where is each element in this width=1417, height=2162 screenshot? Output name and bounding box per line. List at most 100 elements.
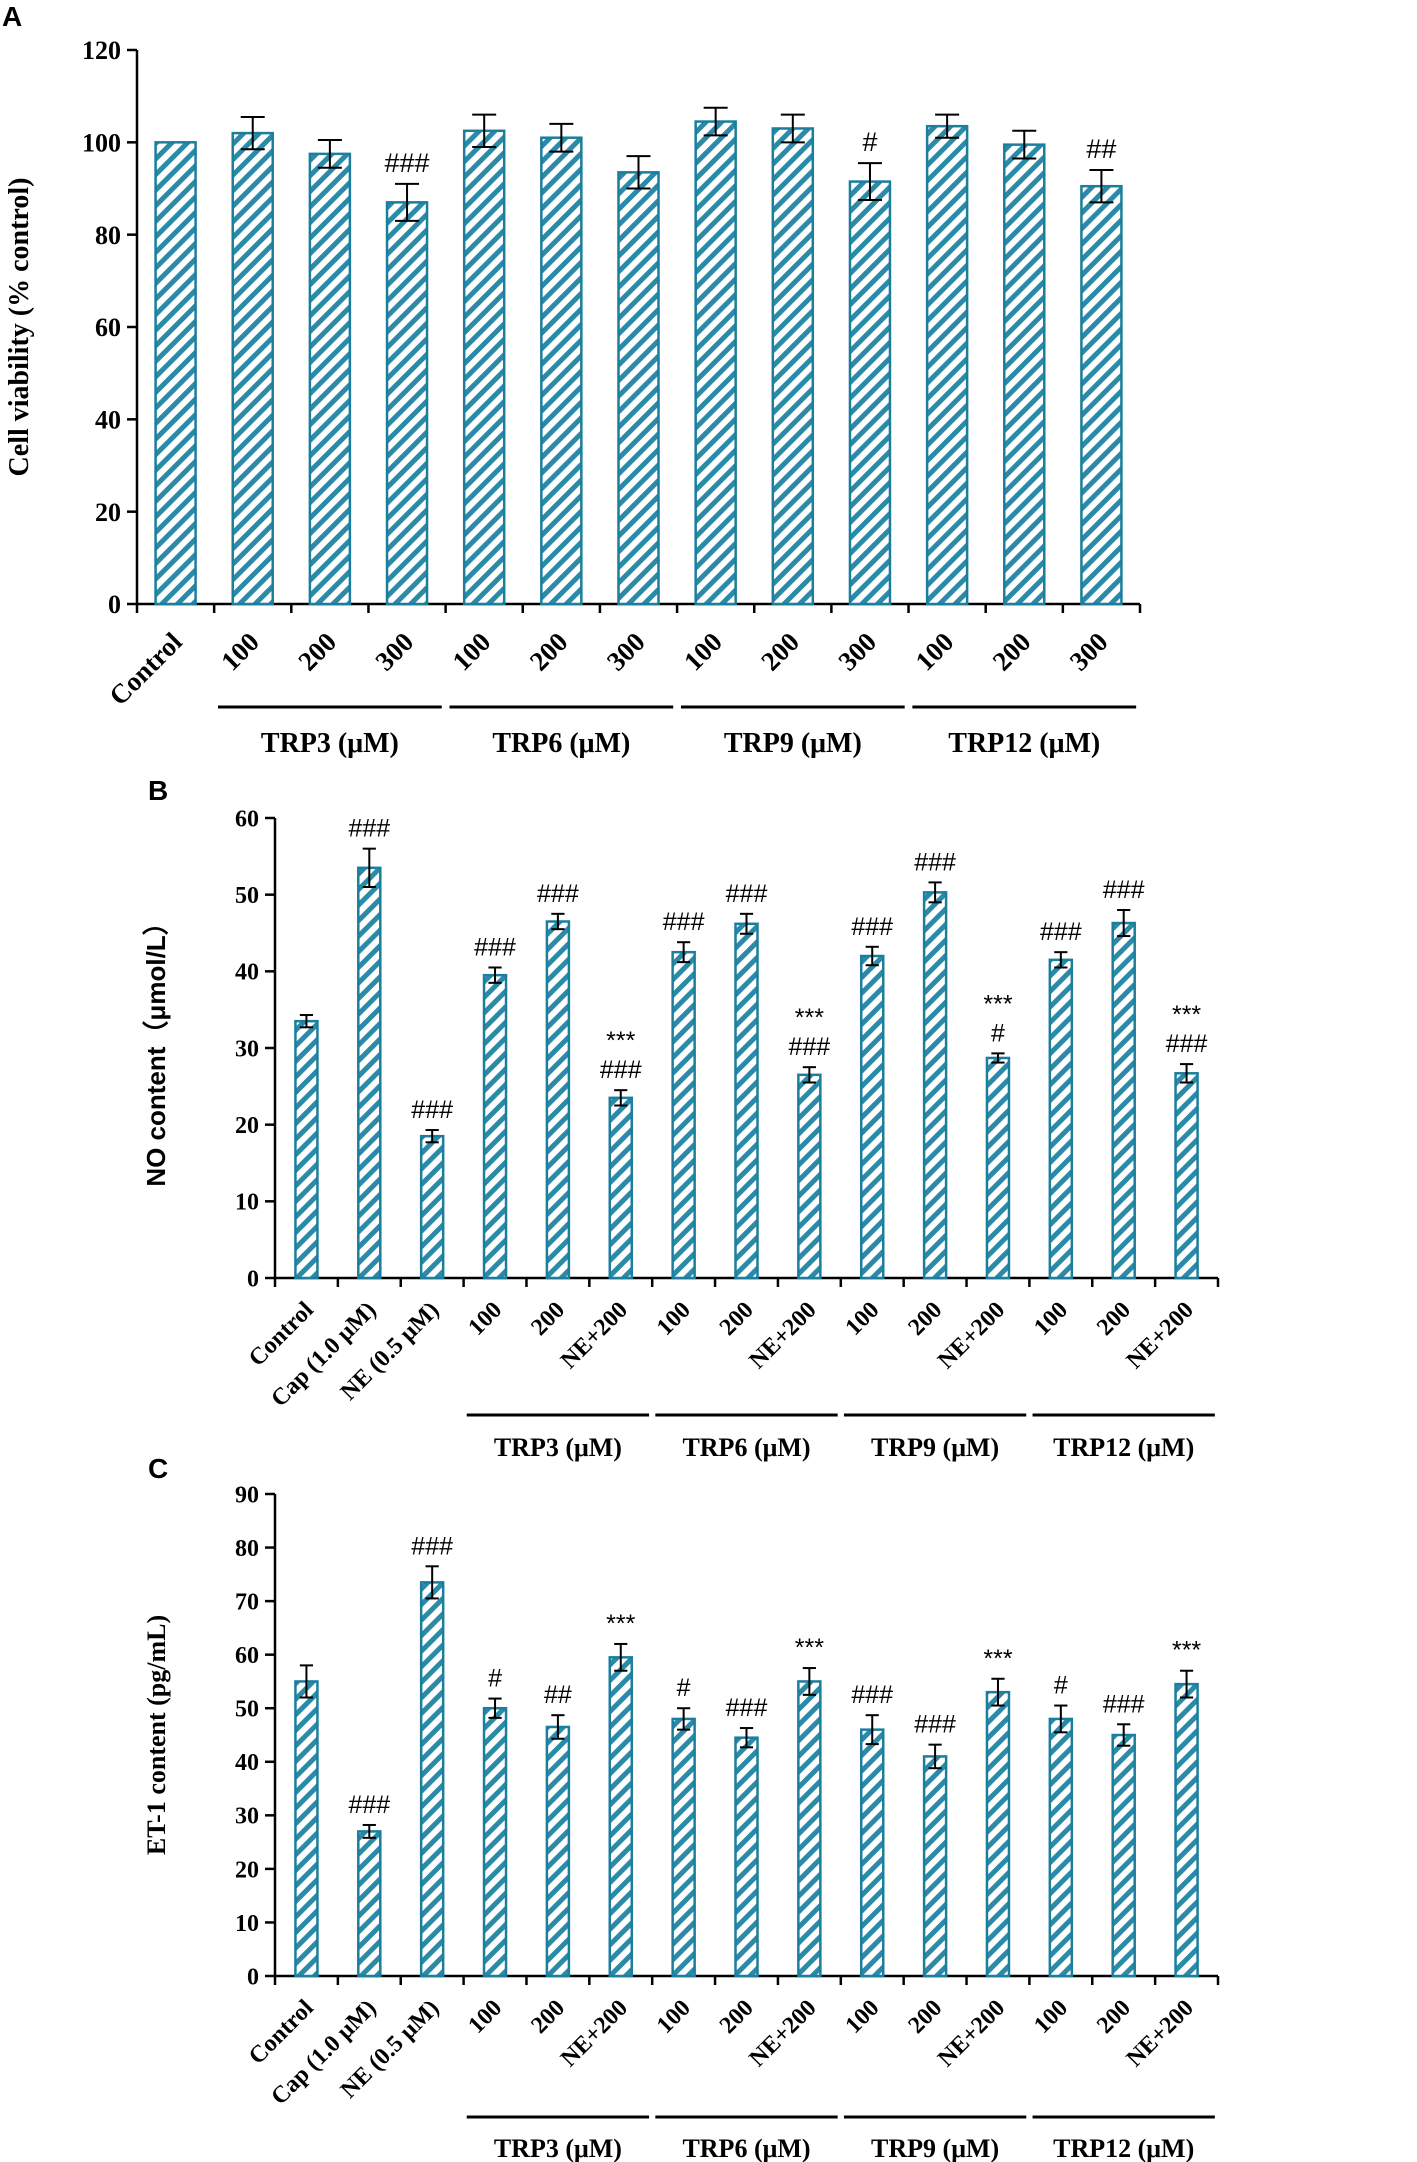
- x-tick-label: 100: [910, 627, 960, 677]
- y-tick-label: 120: [82, 36, 121, 65]
- bar: [294, 1019, 319, 1280]
- x-tick-label: 200: [1092, 1995, 1136, 2039]
- bar: [540, 136, 583, 606]
- significance-label: ##: [1086, 134, 1116, 164]
- y-tick-label: 60: [95, 313, 121, 342]
- bar: [925, 124, 969, 606]
- group-label: TRP9 (μM): [871, 1433, 999, 1462]
- significance-label: ###: [348, 1791, 390, 1819]
- significance-label: ***: [983, 990, 1012, 1018]
- bar: [308, 152, 352, 606]
- y-tick-label: 70: [235, 1590, 259, 1616]
- x-tick-label: 300: [601, 627, 651, 677]
- y-tick-label: 80: [235, 1536, 259, 1562]
- bar: [462, 129, 506, 606]
- y-axis-label: NO content（μmol/L）: [141, 909, 171, 1186]
- x-tick-label: 100: [652, 1995, 696, 2039]
- bar: [419, 1134, 445, 1280]
- significance-label: ###: [474, 934, 516, 962]
- x-tick-label: NE+200: [1122, 1297, 1199, 1374]
- bar: [771, 127, 815, 606]
- bar: [922, 1755, 948, 1978]
- group-label: TRP6 (μM): [682, 1433, 810, 1462]
- significance-label: ###: [600, 1056, 642, 1084]
- x-tick-label: 200: [904, 1995, 948, 2039]
- bar: [859, 1728, 885, 1978]
- significance-label: #: [991, 1019, 1005, 1047]
- panel-c: C 0 10 20 30 40 50 60 70 80 90 ET-1 content (pg/mL…: [142, 1453, 1220, 2162]
- bar: [1174, 1682, 1199, 1978]
- significance-label: ###: [537, 880, 579, 908]
- significance-label: ###: [851, 913, 893, 941]
- significance-label: ##: [544, 1681, 572, 1709]
- bar: [294, 1680, 319, 1978]
- y-tick-label: 60: [235, 1643, 259, 1669]
- significance-label: ###: [663, 908, 705, 936]
- group-label: TRP9 (μM): [724, 728, 862, 759]
- y-tick-label: 20: [95, 498, 121, 527]
- bar: [357, 866, 382, 1280]
- bar: [545, 920, 571, 1280]
- group-label: TRP12 (μM): [948, 728, 1100, 759]
- significance-label: ###: [411, 1532, 453, 1560]
- bar: [231, 131, 274, 606]
- x-tick-label: 200: [1092, 1297, 1136, 1341]
- significance-label: ***: [606, 1610, 635, 1638]
- y-tick-label: 20: [235, 1857, 259, 1883]
- y-tick-label: 50: [235, 1697, 259, 1723]
- panel-c-label: C: [148, 1453, 168, 1484]
- significance-label: ###: [851, 1681, 893, 1709]
- y-tick-label: 90: [235, 1482, 259, 1508]
- y-tick-label: 10: [235, 1911, 259, 1937]
- significance-label: ###: [385, 148, 430, 178]
- significance-label: ###: [914, 848, 956, 876]
- x-tick-label: 200: [755, 627, 805, 677]
- y-axis-label: Cell viability (% control): [4, 178, 35, 477]
- bar: [797, 1680, 822, 1978]
- significance-label: ***: [795, 1634, 824, 1662]
- panel-a: A 0 20 40 60 80 100 120 Cell viability (% contr…: [2, 1, 1142, 759]
- significance-label: ###: [914, 1711, 956, 1739]
- y-tick-label: 60: [235, 806, 259, 832]
- x-tick-label: NE+200: [745, 1297, 822, 1374]
- significance-label: ***: [606, 1027, 635, 1055]
- significance-label: ###: [1103, 876, 1145, 904]
- group-label: TRP3 (μM): [261, 728, 399, 759]
- y-tick-label: 40: [235, 1750, 259, 1776]
- bar: [1174, 1072, 1199, 1280]
- significance-label: ***: [983, 1645, 1012, 1673]
- y-tick-label: 30: [235, 1804, 259, 1830]
- significance-label: ***: [1172, 1001, 1201, 1029]
- bar: [922, 891, 948, 1280]
- bar: [671, 950, 696, 1280]
- bar: [482, 973, 508, 1280]
- x-tick-label: Control: [103, 626, 188, 711]
- bar: [734, 922, 759, 1280]
- group-label: TRP12 (μM): [1053, 1433, 1194, 1462]
- bar: [1003, 143, 1046, 606]
- significance-label: ###: [726, 880, 768, 908]
- group-label: TRP6 (μM): [682, 2134, 810, 2162]
- y-axis-label: ET-1 content (pg/mL): [142, 1615, 171, 1855]
- significance-label: ***: [1172, 1637, 1201, 1665]
- y-tick-label: 80: [95, 221, 121, 250]
- x-tick-label: 200: [904, 1297, 948, 1341]
- bar: [797, 1073, 822, 1280]
- x-tick-label: NE+200: [556, 1297, 633, 1374]
- panel-b-label: B: [148, 775, 168, 806]
- x-tick-label: 200: [524, 627, 574, 677]
- significance-label: ###: [1103, 1690, 1145, 1718]
- bar: [1111, 921, 1136, 1280]
- significance-label: ###: [1040, 918, 1082, 946]
- y-tick-label: 20: [235, 1113, 259, 1139]
- bar: [1048, 958, 1074, 1280]
- bar: [734, 1736, 759, 1978]
- bar: [859, 954, 885, 1280]
- bar: [694, 120, 737, 606]
- bar: [985, 1690, 1011, 1978]
- significance-label: ###: [1166, 1030, 1208, 1058]
- bar: [419, 1581, 445, 1978]
